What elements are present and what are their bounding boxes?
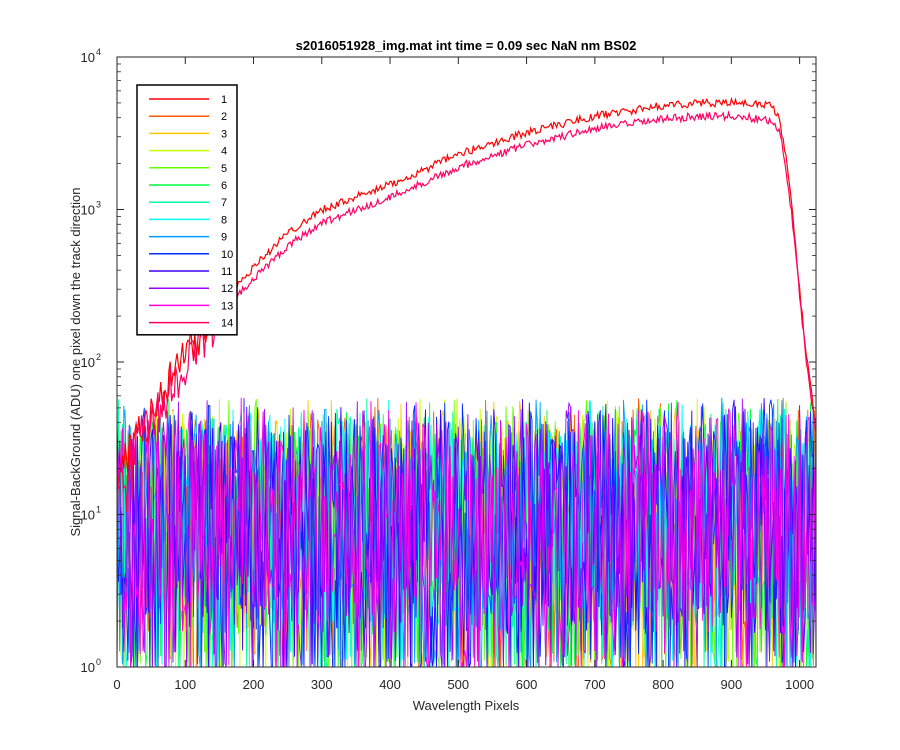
x-tick-label: 1000 (785, 677, 814, 692)
legend-label-12: 12 (221, 283, 233, 295)
y-tick-exponent: 3 (96, 200, 101, 210)
x-tick-label: 800 (652, 677, 674, 692)
y-tick-exponent: 2 (96, 352, 101, 362)
series-line-9 (117, 397, 816, 667)
y-tick-label: 10 (81, 50, 95, 65)
x-tick-label: 600 (516, 677, 538, 692)
x-tick-label: 400 (379, 677, 401, 692)
series-line-13 (117, 397, 816, 667)
x-tick-label: 300 (311, 677, 333, 692)
legend-label-1: 1 (221, 94, 227, 106)
x-tick-label: 0 (113, 677, 120, 692)
series-layer (117, 96, 816, 667)
y-tick-exponent: 1 (96, 505, 101, 515)
y-tick-label: 10 (81, 508, 95, 523)
legend-label-4: 4 (221, 146, 227, 158)
x-tick-label: 200 (243, 677, 265, 692)
x-tick-label: 500 (447, 677, 469, 692)
x-axis-label: Wavelength Pixels (413, 698, 520, 713)
y-tick-label: 10 (81, 203, 95, 218)
legend-label-13: 13 (221, 300, 233, 312)
y-tick-label: 10 (81, 660, 95, 675)
x-tick-label: 900 (721, 677, 743, 692)
legend-label-6: 6 (221, 180, 227, 192)
y-tick-exponent: 4 (96, 47, 101, 57)
legend-box (136, 84, 238, 336)
legend-label-2: 2 (221, 111, 227, 123)
y-axis-label: Signal-BackGround (ADU) one pixel down t… (68, 187, 83, 536)
legend-label-10: 10 (221, 249, 233, 261)
x-tick-label: 100 (174, 677, 196, 692)
y-tick-label: 10 (81, 355, 95, 370)
legend-label-7: 7 (221, 197, 227, 209)
legend-label-14: 14 (221, 318, 233, 330)
legend-label-11: 11 (221, 266, 232, 278)
x-tick-label: 700 (584, 677, 606, 692)
chart-title: s2016051928_img.mat int time = 0.09 sec … (296, 38, 637, 53)
legend-label-5: 5 (221, 163, 227, 175)
legend-label-9: 9 (221, 232, 227, 244)
legend-label-3: 3 (221, 128, 227, 140)
y-tick-exponent: 0 (96, 657, 101, 667)
legend-label-8: 8 (221, 214, 227, 226)
